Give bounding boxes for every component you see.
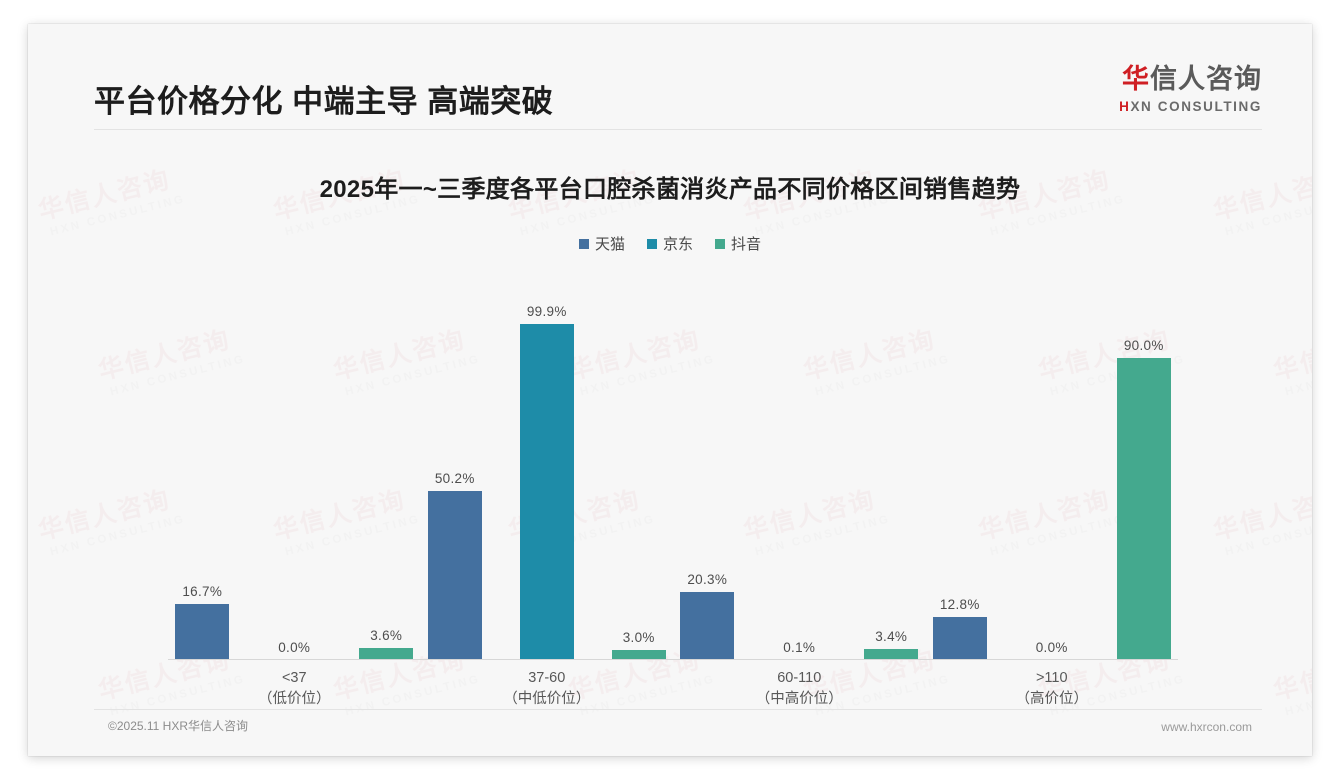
legend-label: 京东 <box>662 236 693 253</box>
page-title: 平台价格分化 中端主导 高端突破 <box>94 84 554 119</box>
x-axis-tick-sublabel: （中高价位） <box>755 691 843 707</box>
bar-rect[interactable] <box>519 324 574 660</box>
bar-rect[interactable] <box>932 617 987 660</box>
bar-value-label: 0.0% <box>278 640 311 655</box>
legend-item-1[interactable]: 京东 <box>646 233 693 254</box>
x-axis-tick-0: <37 （低价位） <box>168 668 421 710</box>
x-axis-tick-range: <37 <box>281 670 307 686</box>
bar-item[interactable]: 0.0% <box>1025 282 1079 660</box>
bar-value-label: 0.1% <box>783 640 816 655</box>
brand-logo-cn-rest: 信人咨询 <box>1150 64 1262 94</box>
bar-rect[interactable] <box>864 649 919 660</box>
brand-logo-cn: 华信人咨询 <box>1119 66 1262 93</box>
bar-item[interactable]: 3.6% <box>359 282 414 660</box>
brand-logo-en-accent: H <box>1119 99 1131 114</box>
bar-rect[interactable] <box>359 648 414 660</box>
bar-group-2: 20.3% 0.1% 3.4% <box>673 282 926 660</box>
x-axis-line <box>168 659 1178 660</box>
bar-item[interactable]: 3.4% <box>864 282 919 660</box>
chart-plot-area: 16.7% 0.0% 3.6% 50.2% 99.9% 3.0% 20.3% 0.1% 3.4%… <box>168 282 1178 660</box>
bar-value-label: 99.9% <box>526 304 567 319</box>
footer-copyright: ©2025.11 HXR华信人咨询 <box>108 719 248 733</box>
legend-label: 抖音 <box>731 236 762 253</box>
bar-item[interactable]: 0.0% <box>267 282 321 660</box>
bar-value-label: 20.3% <box>687 572 728 587</box>
legend-swatch-icon <box>578 238 589 249</box>
x-axis-tick-2: 60-110 （中高价位） <box>673 668 926 710</box>
brand-logo-cn-accent: 华 <box>1122 64 1150 94</box>
bar-value-label: 16.7% <box>182 584 223 599</box>
footer-website[interactable]: www.hxrcon.com <box>1161 720 1252 734</box>
bar-rect[interactable] <box>1116 358 1171 660</box>
bar-item[interactable]: 99.9% <box>519 282 574 660</box>
bar-group-3: 12.8% 0.0% 90.0% <box>926 282 1179 660</box>
legend-swatch-icon <box>646 238 657 249</box>
bar-item[interactable]: 50.2% <box>427 282 482 660</box>
legend-item-0[interactable]: 天猫 <box>578 233 625 254</box>
legend-item-2[interactable]: 抖音 <box>715 233 761 254</box>
brand-logo-en: HXN CONSULTING <box>1119 100 1262 114</box>
brand-logo: 华信人咨询 HXN CONSULTING <box>1119 66 1262 114</box>
bar-value-label: 3.6% <box>370 628 403 643</box>
x-axis-labels: <37 （低价位） 37-60 （中低价位） 60-110 （中高价位） >110 （高价位） <box>168 668 1178 710</box>
bar-rect[interactable] <box>680 592 735 660</box>
bar-item[interactable]: 12.8% <box>932 282 987 660</box>
chart-title: 2025年一~三季度各平台口腔杀菌消炎产品不同价格区间销售趋势 <box>319 176 1021 203</box>
bar-item[interactable]: 20.3% <box>680 282 735 660</box>
bar-item[interactable]: 0.1% <box>772 282 826 660</box>
bar-value-label: 90.0% <box>1123 338 1164 353</box>
brand-logo-en-rest: XN CONSULTING <box>1130 99 1262 114</box>
bar-group-1: 50.2% 99.9% 3.0% <box>421 282 674 660</box>
legend-swatch-icon <box>715 238 725 249</box>
bar-item[interactable]: 3.0% <box>611 282 666 660</box>
bar-value-label: 50.2% <box>434 471 475 486</box>
x-axis-tick-3: >110 （高价位） <box>926 668 1179 710</box>
bar-value-label: 12.8% <box>939 597 980 612</box>
legend-label: 天猫 <box>594 236 625 253</box>
chart-legend: 天猫 京东 抖音 <box>28 233 1312 254</box>
x-axis-tick-sublabel: （中低价位） <box>503 691 591 707</box>
header-divider <box>94 129 1262 130</box>
x-axis-tick-sublabel: （高价位） <box>1015 691 1089 707</box>
x-axis-tick-range: >110 <box>1035 670 1068 686</box>
bar-item[interactable]: 90.0% <box>1116 282 1171 660</box>
bar-group-0: 16.7% 0.0% 3.6% <box>168 282 421 660</box>
x-axis-tick-sublabel: （低价位） <box>258 691 331 707</box>
x-axis-tick-range: 60-110 <box>777 670 822 686</box>
slide-canvas: 华信人咨询 HXN CONSULTING 华信人咨询 HXN CONSULTING 华信… <box>28 24 1312 756</box>
x-axis-tick-range: 37-60 <box>528 670 566 686</box>
bar-rect[interactable] <box>175 604 230 660</box>
bar-value-label: 3.0% <box>622 630 655 645</box>
slide-header: 平台价格分化 中端主导 高端突破 华信人咨询 HXN CONSULTING <box>94 52 1262 130</box>
bar-rect[interactable] <box>611 650 666 660</box>
bar-item[interactable]: 16.7% <box>175 282 230 660</box>
bar-rect[interactable] <box>427 491 482 660</box>
bar-value-label: 0.0% <box>1035 640 1068 655</box>
x-axis-tick-1: 37-60 （中低价位） <box>421 668 674 710</box>
footer-divider <box>94 709 1262 710</box>
bar-value-label: 3.4% <box>875 629 908 644</box>
